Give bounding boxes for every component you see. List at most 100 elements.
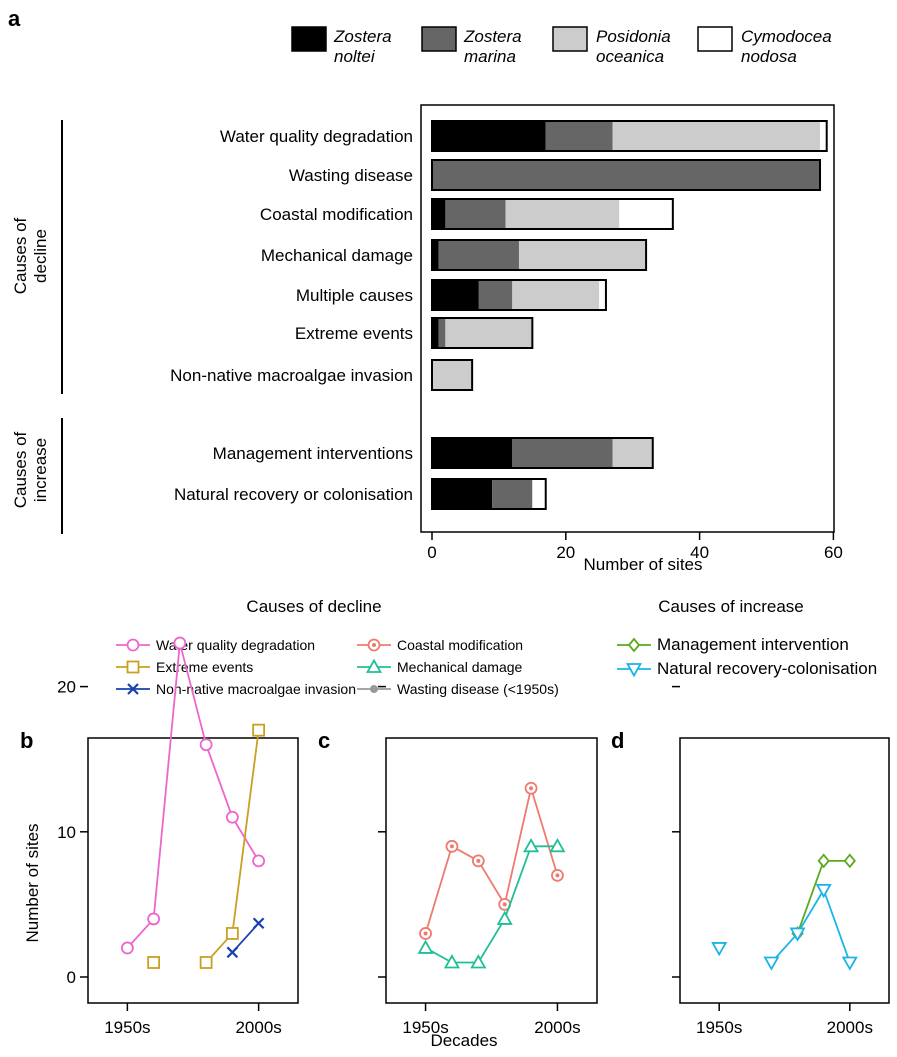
bar-chart: Water quality degradation Wasting disease… bbox=[170, 104, 843, 574]
bar-category-label-wasting-disease: Wasting disease bbox=[289, 166, 413, 185]
panel-c-frame bbox=[385, 737, 598, 1004]
bar-management-interventions-zostera-marina bbox=[512, 438, 613, 468]
panel-b-point-water-quality-degradation-1980 bbox=[199, 738, 213, 752]
panel-b-y-tick-label-10: 10 bbox=[57, 823, 76, 842]
panel-c-point-mechanical-damage-1960 bbox=[443, 954, 460, 969]
line-x-axis-label: Decades bbox=[430, 1031, 497, 1050]
bar-coastal-modification-cymodocea-nodosa bbox=[619, 199, 673, 229]
panel-b-series-extreme-events bbox=[147, 723, 266, 969]
bar-multiple-causes-zostera-marina bbox=[478, 280, 513, 310]
panel-c-point-mechanical-damage-1990 bbox=[523, 837, 540, 853]
legend-marker-water-quality-degradation bbox=[126, 638, 140, 652]
legend-item-management-intervention: Management intervention bbox=[617, 635, 849, 654]
panel-c-point-coastal-modification-1960 bbox=[445, 839, 459, 853]
bar-outline-extreme-events bbox=[431, 317, 534, 349]
legend-label-wasting-disease-1950s: Wasting disease (<1950s) bbox=[397, 681, 559, 697]
bar-natural-recovery-or-colonisation-cymodocea-nodosa bbox=[532, 479, 546, 509]
increase-group-label-1: Causes of bbox=[11, 431, 30, 508]
legend-label-zostera-noltei-2: noltei bbox=[334, 47, 376, 66]
panel-b-point-water-quality-degradation-2000 bbox=[252, 854, 266, 868]
bar-category-label-extreme-events: Extreme events bbox=[295, 324, 413, 343]
panel-b-y-tick-label-20: 20 bbox=[57, 678, 76, 697]
legend-marker-mechanical-damage bbox=[365, 658, 383, 673]
panel-c-series-coastal-modification bbox=[419, 781, 564, 940]
panel-b-x-tick-label-1950s: 1950s bbox=[104, 1018, 150, 1037]
panel-d-frame bbox=[679, 737, 890, 1004]
panel-b-point-water-quality-degradation-1960 bbox=[147, 912, 161, 926]
panel-b-point-extreme-events-1980 bbox=[199, 956, 213, 969]
panel-d-segment-natural-recovery-colonisation-1980-1990 bbox=[796, 889, 825, 934]
legend-label-cymodocea-nodosa-1: Cymodocea bbox=[741, 27, 832, 46]
bar-category-label-mechanical-damage: Mechanical damage bbox=[261, 246, 413, 265]
line-y-axis-label: Number of sites bbox=[23, 823, 42, 942]
panel-b-frame bbox=[87, 737, 299, 1004]
line-panel-d: 1950s 2000s bbox=[672, 685, 890, 1037]
bar-wasting-disease-zostera-marina bbox=[432, 160, 821, 190]
bar-outline-water-quality-degradation bbox=[431, 120, 828, 152]
bar-x-tick-label-40: 40 bbox=[690, 543, 709, 562]
legend-label-zostera-noltei-1: Zostera bbox=[333, 27, 392, 46]
bar-water-quality-degradation-zostera-noltei bbox=[432, 121, 546, 151]
legend-label-mechanical-damage: Mechanical damage bbox=[397, 659, 523, 675]
bar-chart-frame bbox=[420, 104, 835, 533]
panel-label-d: d bbox=[611, 728, 624, 753]
decline-group-label-1: Causes of bbox=[11, 217, 30, 294]
panel-b-x-tick-label-2000s: 2000s bbox=[235, 1018, 281, 1037]
legend-marker-natural-recovery-colonisation bbox=[625, 663, 643, 678]
panel-b-point-extreme-events-2000 bbox=[252, 723, 266, 737]
panel-d-series-natural-recovery-colonisation bbox=[711, 883, 858, 971]
panel-c-point-coastal-modification-1970 bbox=[471, 854, 485, 868]
legend-label-posidonia-oceanica-1: Posidonia bbox=[596, 27, 671, 46]
bar-extreme-events-zostera-marina bbox=[438, 318, 446, 348]
bar-outline-mechanical-damage bbox=[431, 239, 648, 271]
panel-b-segment-water-quality-degradation-1950-1960 bbox=[126, 918, 155, 949]
panel-label-b: b bbox=[20, 728, 33, 753]
panel-label-c: c bbox=[318, 728, 330, 753]
panel-d-point-management-intervention-2000 bbox=[843, 853, 856, 869]
panel-d-point-management-intervention-1990 bbox=[817, 853, 830, 869]
panel-d-point-natural-recovery-colonisation-1970 bbox=[763, 956, 780, 971]
panel-d-x-tick-label-2000s: 2000s bbox=[827, 1018, 873, 1037]
bar-water-quality-degradation-posidonia-oceanica bbox=[612, 121, 821, 151]
legend-marker-coastal-modification bbox=[367, 638, 381, 652]
legend-label-non-native-macroalgae-invasion: Non-native macroalgae invasion bbox=[156, 681, 356, 697]
panel-c-segment-coastal-modification-1950-1960 bbox=[424, 846, 453, 934]
panel-c-segment-coastal-modification-1980-1990 bbox=[503, 788, 532, 905]
legend-swatch-zostera-noltei bbox=[291, 26, 327, 52]
bar-natural-recovery-or-colonisation-zostera-noltei bbox=[432, 479, 493, 509]
bar-multiple-causes-cymodocea-nodosa bbox=[599, 280, 606, 310]
panel-b-point-water-quality-degradation-1950 bbox=[120, 941, 134, 955]
legend-label-natural-recovery-colonisation: Natural recovery-colonisation bbox=[657, 659, 877, 678]
bar-outline-non-native-macroalgae-invasion bbox=[431, 359, 474, 391]
increase-group-label-2: increase bbox=[31, 438, 50, 502]
panel-d-segment-natural-recovery-colonisation-1990-2000 bbox=[822, 889, 851, 963]
legend-marker-wasting-disease-1950s bbox=[370, 685, 378, 693]
bar-non-native-macroalgae-invasion-posidonia-oceanica bbox=[432, 360, 473, 390]
legend-swatch-zostera-marina bbox=[421, 26, 457, 52]
panel-b-segment-extreme-events-1990-2000 bbox=[231, 730, 260, 934]
bar-outline-management-interventions bbox=[431, 437, 654, 469]
bar-management-interventions-zostera-noltei bbox=[432, 438, 513, 468]
bar-outline-multiple-causes bbox=[431, 279, 607, 311]
panel-b-y-tick-label-0: 0 bbox=[67, 968, 76, 987]
decline-group-label-2: decline bbox=[31, 229, 50, 283]
bar-outline-wasting-disease bbox=[431, 159, 822, 191]
bar-coastal-modification-zostera-noltei bbox=[432, 199, 446, 229]
panel-c-x-tick-label-1950s: 1950s bbox=[402, 1018, 448, 1037]
bar-multiple-causes-posidonia-oceanica bbox=[512, 280, 600, 310]
legend-label-coastal-modification: Coastal modification bbox=[397, 637, 523, 653]
panel-c-x-tick-label-2000s: 2000s bbox=[534, 1018, 580, 1037]
bar-management-interventions-posidonia-oceanica bbox=[612, 438, 653, 468]
panel-d-x-tick-label-1950s: 1950s bbox=[696, 1018, 742, 1037]
panel-c-point-coastal-modification-1950 bbox=[419, 927, 432, 940]
legend-item-coastal-modification: Coastal modification bbox=[357, 637, 523, 653]
legend-item-natural-recovery-colonisation: Natural recovery-colonisation bbox=[617, 659, 877, 678]
legend-label-zostera-marina-2: marina bbox=[464, 47, 516, 66]
legend-item-wasting-disease-1950s: Wasting disease (<1950s) bbox=[357, 681, 559, 697]
panel-b-series-water-quality-degradation bbox=[120, 636, 266, 955]
legend-item-non-native-macroalgae-invasion: Non-native macroalgae invasion bbox=[116, 681, 356, 697]
panel-b-point-non-native-macroalgae-invasion-2000 bbox=[252, 917, 265, 930]
bar-category-label-natural-recovery-or-colonisation: Natural recovery or colonisation bbox=[174, 485, 413, 504]
panel-b-point-extreme-events-1990 bbox=[225, 927, 239, 940]
